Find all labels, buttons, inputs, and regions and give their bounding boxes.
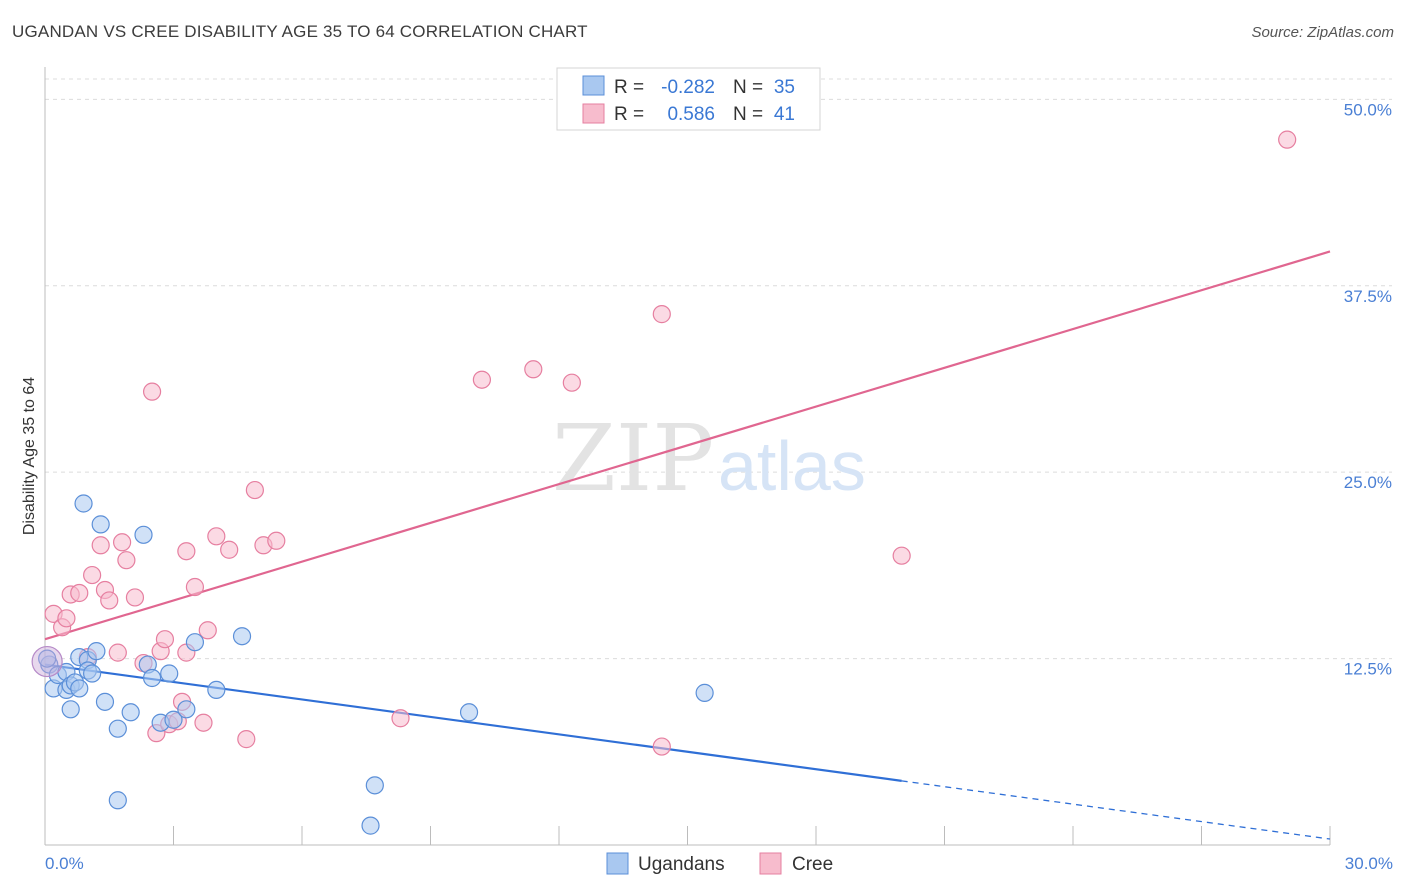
correlation-legend: R = -0.282 N = 35 R = 0.586 N = 41: [556, 67, 821, 131]
cree-point: [207, 527, 226, 546]
cree-point: [112, 533, 132, 552]
cree-point: [198, 621, 217, 640]
tick-labels: 12.5% 25.0% 37.5% 50.0% 0.0% 30.0%: [45, 100, 1393, 873]
watermark: ZIP atlas: [552, 405, 866, 512]
ugandans-point: [95, 692, 115, 711]
cree-trend-line: [44, 250, 1331, 641]
cree-point: [267, 531, 286, 550]
overlap-point: [31, 645, 63, 678]
ugandans-point: [61, 700, 80, 719]
data-points: [31, 130, 1297, 835]
ugandans-point: [185, 633, 205, 652]
cree-point: [142, 382, 162, 401]
cree-point: [108, 643, 127, 662]
cree-point: [562, 373, 581, 392]
source-label: Source: ZipAtlas.com: [1251, 24, 1394, 41]
legend-swatch-ugandans: [606, 852, 629, 875]
ugandans-point: [91, 515, 110, 534]
cree-point: [652, 737, 671, 756]
cree-point: [524, 360, 543, 379]
ugandans-point: [164, 710, 183, 729]
ugandans-point: [121, 703, 140, 722]
legend-r-label: R =: [614, 104, 644, 125]
trend-lines: [44, 250, 1331, 840]
cree-point: [117, 551, 136, 570]
cree-point: [652, 305, 671, 324]
ugandans-point: [232, 627, 252, 646]
legend-r-value: 0.586: [667, 104, 715, 125]
legend-r-value: -0.282: [661, 77, 715, 98]
gridlines: [45, 78, 1392, 660]
ugandans-point: [134, 525, 153, 544]
cree-point: [245, 480, 264, 500]
ugandans-point: [87, 642, 106, 661]
ugandans-point: [365, 776, 384, 795]
ugandans-point: [108, 719, 127, 738]
ugandans-point: [108, 791, 127, 810]
axes: [44, 67, 1331, 846]
legend-label-cree: Cree: [792, 854, 833, 875]
chart-title: UGANDAN VS CREE DISABILITY AGE 35 TO 64 …: [12, 22, 588, 41]
y-tick-label: 50.0%: [1344, 100, 1392, 119]
cree-point: [91, 536, 110, 555]
legend-n-value: 41: [774, 104, 795, 125]
cree-point: [237, 730, 256, 749]
cree-point: [220, 540, 239, 559]
ugandans-trend-line: [44, 663, 902, 782]
x-tick-label: 0.0%: [45, 854, 84, 873]
ugandans-trend-extension: [901, 780, 1331, 840]
legend-n-label: N =: [733, 104, 763, 125]
cree-point: [70, 583, 89, 603]
ugandans-point: [177, 700, 196, 719]
legend-swatch-cree: [582, 103, 605, 124]
ugandans-point: [38, 649, 57, 668]
legend-swatch-cree: [759, 852, 782, 875]
legend-label-ugandans: Ugandans: [638, 854, 725, 875]
cree-point: [185, 577, 205, 597]
ugandans-point: [70, 679, 89, 698]
ugandans-point: [695, 683, 714, 702]
cree-point: [125, 588, 145, 607]
cree-point: [83, 565, 102, 585]
watermark-zip: ZIP: [552, 405, 714, 512]
legend-n-label: N =: [733, 77, 763, 98]
cree-point: [1278, 130, 1297, 149]
y-axis-label: Disability Age 35 to 64: [21, 377, 38, 535]
cree-point: [472, 370, 491, 389]
cree-point: [177, 542, 196, 561]
cree-point: [194, 713, 213, 732]
y-tick-label: 37.5%: [1344, 287, 1392, 306]
ugandans-point: [74, 494, 93, 513]
cree-point: [391, 709, 410, 728]
ugandans-point: [83, 664, 102, 683]
ugandans-point: [459, 703, 479, 722]
legend-n-value: 35: [774, 77, 795, 98]
y-tick-label: 12.5%: [1344, 660, 1392, 679]
ugandans-point: [142, 668, 162, 688]
ugandans-point: [207, 680, 226, 700]
y-tick-label: 25.0%: [1344, 473, 1392, 492]
cree-point: [57, 609, 76, 628]
cree-point: [892, 546, 911, 565]
cree-point: [100, 591, 119, 610]
cree-point: [155, 630, 175, 649]
legend-r-label: R =: [614, 77, 644, 98]
series-legend: Ugandans Cree: [606, 852, 833, 875]
ugandans-point: [160, 664, 179, 683]
x-tick-label: 30.0%: [1345, 854, 1393, 873]
watermark-atlas: atlas: [718, 427, 866, 505]
ugandans-point: [361, 816, 380, 835]
legend-swatch-ugandans: [582, 75, 605, 96]
